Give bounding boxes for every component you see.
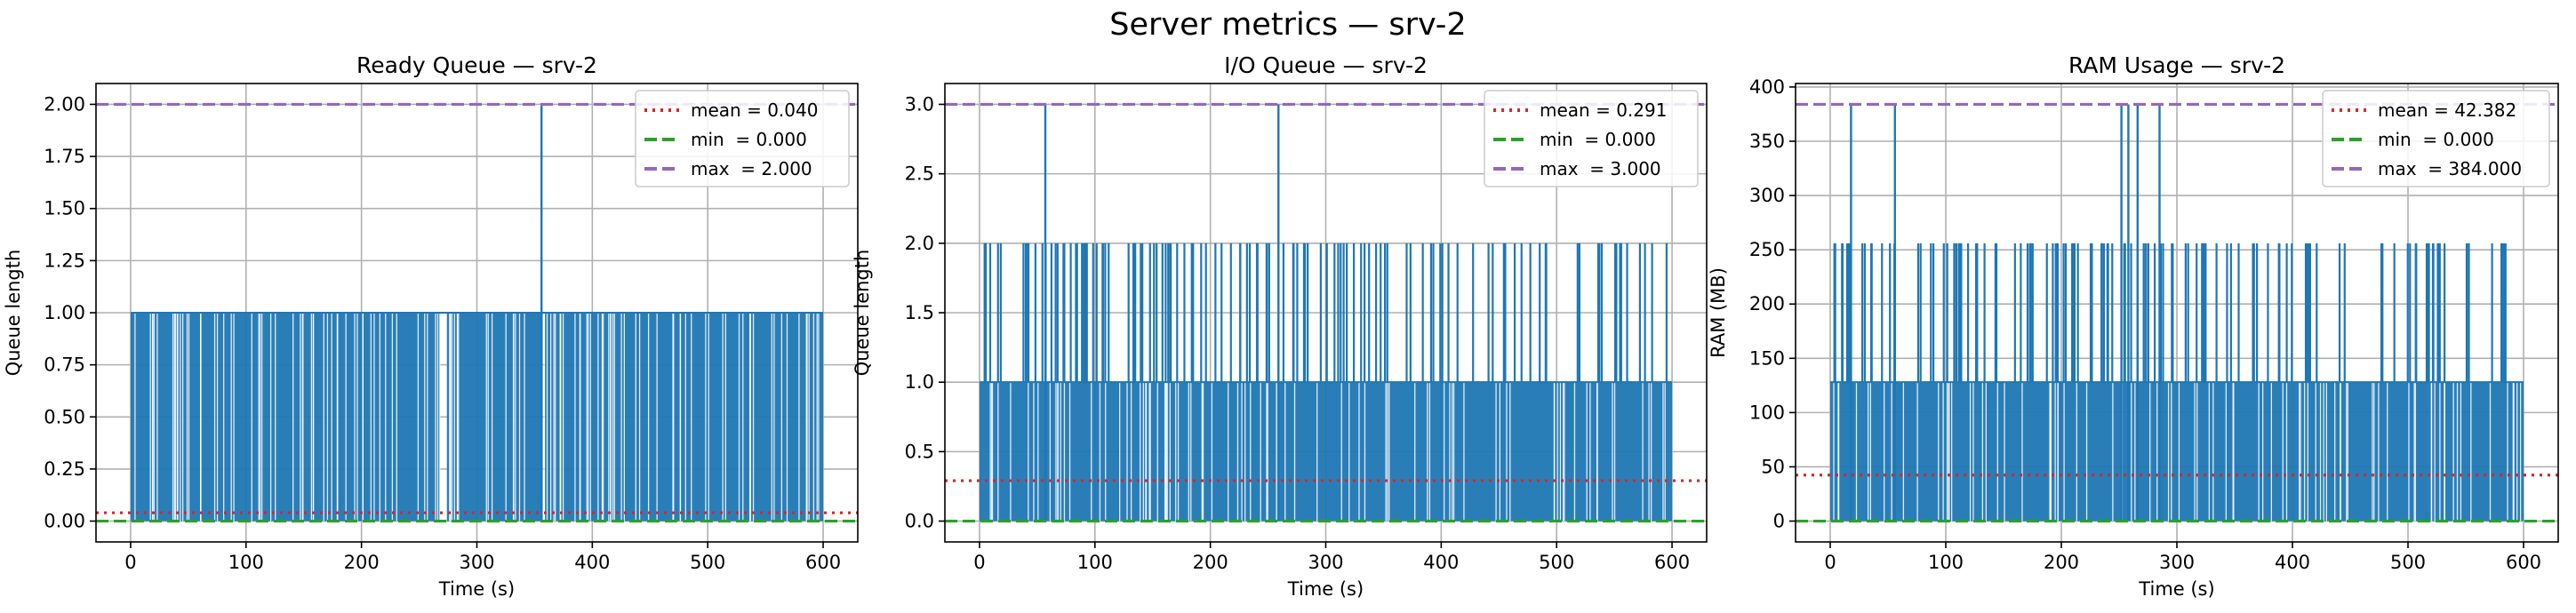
y-tick-label: 400 <box>1749 76 1785 98</box>
series-fill <box>545 313 824 521</box>
data-series <box>130 104 824 521</box>
legend: mean = 42.382 min = 0.000 max = 384.000 <box>2322 90 2550 187</box>
legend-frame <box>635 90 850 187</box>
x-tick-label: 200 <box>344 552 380 573</box>
legend: mean = 0.291 min = 0.000 max = 3.000 <box>1484 90 1699 187</box>
subplot-title: RAM Usage — srv-2 <box>2068 52 2285 78</box>
y-axis-label: RAM (MB) <box>1708 267 1729 358</box>
series-fill <box>130 313 440 521</box>
x-tick-label: 100 <box>228 552 264 573</box>
legend-label-min: min = 0.000 <box>1540 129 1656 150</box>
x-tick-label: 600 <box>2506 552 2541 573</box>
y-tick-label: 250 <box>1749 239 1785 260</box>
y-tick-label: 0.00 <box>44 511 85 532</box>
y-tick-label: 1.25 <box>44 250 85 271</box>
legend-label-mean: mean = 0.291 <box>1540 100 1667 121</box>
x-tick-label: 0 <box>124 552 136 573</box>
x-tick-label: 400 <box>2275 552 2310 573</box>
y-tick-label: 0.25 <box>44 458 85 480</box>
y-tick-label: 0.0 <box>905 511 934 532</box>
x-tick-label: 500 <box>2390 552 2426 573</box>
y-tick-label: 1.5 <box>905 302 934 323</box>
x-tick-label: 0 <box>973 552 985 573</box>
y-tick-label: 0.75 <box>44 354 85 376</box>
stat-lines <box>96 102 858 523</box>
y-axis-label: Queue length <box>852 250 873 377</box>
data-series <box>979 104 1673 521</box>
legend-label-max: max = 2.000 <box>691 158 812 179</box>
x-tick-label: 100 <box>1928 552 1964 573</box>
legend-label-mean: mean = 0.040 <box>691 100 818 121</box>
legend-label-max: max = 3.000 <box>1540 158 1661 179</box>
data-series <box>1830 104 2524 521</box>
x-tick-label: 300 <box>459 552 494 573</box>
x-axis-label: Time (s) <box>1287 578 1364 600</box>
y-tick-label: 350 <box>1749 131 1785 152</box>
subplot-2: 0 100 200 300 400 500 600 0.0 0.5 1.0 1.5 2.0 2.5 3.0… <box>852 52 1708 600</box>
y-tick-label: 2.5 <box>905 163 934 185</box>
x-axis-label: Time (s) <box>2138 578 2214 600</box>
x-tick-label: 200 <box>2044 552 2079 573</box>
y-tick-label: 300 <box>1749 185 1785 206</box>
y-tick-label: 3.0 <box>905 93 934 115</box>
y-tick-label: 0.50 <box>44 406 85 427</box>
series-fill <box>1830 382 2524 521</box>
x-axis-label: Time (s) <box>438 578 515 600</box>
legend-label-mean: mean = 42.382 <box>2378 100 2516 121</box>
subplot-1: 0 100 200 300 400 500 600 0.00 0.25 0.50 0.75 1.00 1… <box>3 52 859 600</box>
x-tick-label: 500 <box>690 552 725 573</box>
x-tick-label: 400 <box>1423 552 1459 573</box>
x-tick-label: 500 <box>1539 552 1574 573</box>
y-tick-label: 150 <box>1749 347 1785 369</box>
x-tick-label: 100 <box>1077 552 1113 573</box>
x-tick-label: 400 <box>574 552 610 573</box>
y-tick-label: 1.75 <box>44 146 85 167</box>
subplot-title: Ready Queue — srv-2 <box>356 52 597 78</box>
y-tick-label: 50 <box>1761 456 1785 477</box>
stat-lines <box>945 102 1707 523</box>
x-tick-label: 0 <box>1824 552 1836 573</box>
y-tick-label: 2.00 <box>44 93 85 115</box>
legend-label-min: min = 0.000 <box>691 129 807 150</box>
legend-label-min: min = 0.000 <box>2378 129 2494 150</box>
y-tick-label: 1.0 <box>905 371 934 393</box>
y-tick-label: 1.00 <box>44 302 85 323</box>
x-tick-label: 200 <box>1193 552 1228 573</box>
y-tick-label: 1.50 <box>44 198 85 219</box>
x-tick-label: 600 <box>805 552 841 573</box>
y-tick-label: 200 <box>1749 293 1785 314</box>
y-tick-label: 2.0 <box>905 233 934 254</box>
legend-frame <box>1484 90 1699 187</box>
y-axis-label: Queue length <box>3 250 24 377</box>
x-tick-label: 300 <box>1308 552 1343 573</box>
y-tick-label: 0 <box>1773 511 1785 532</box>
stat-lines <box>1796 102 2558 523</box>
y-tick-label: 0.5 <box>905 441 934 462</box>
legend-label-max: max = 384.000 <box>2378 158 2522 179</box>
legend-frame <box>2322 90 2550 187</box>
series-fill <box>979 382 1673 521</box>
x-tick-label: 600 <box>1654 552 1690 573</box>
y-tick-label: 100 <box>1749 402 1785 423</box>
legend: mean = 0.040 min = 0.000 max = 2.000 <box>635 90 850 187</box>
subplot-title: I/O Queue — srv-2 <box>1224 52 1428 78</box>
x-tick-label: 300 <box>2159 552 2195 573</box>
subplot-3: 0 100 200 300 400 500 600 0 50 100 150 200 250 300 350… <box>1708 52 2559 600</box>
figure-title: Server metrics — srv-2 <box>1109 7 1467 43</box>
series-fill <box>446 313 543 521</box>
